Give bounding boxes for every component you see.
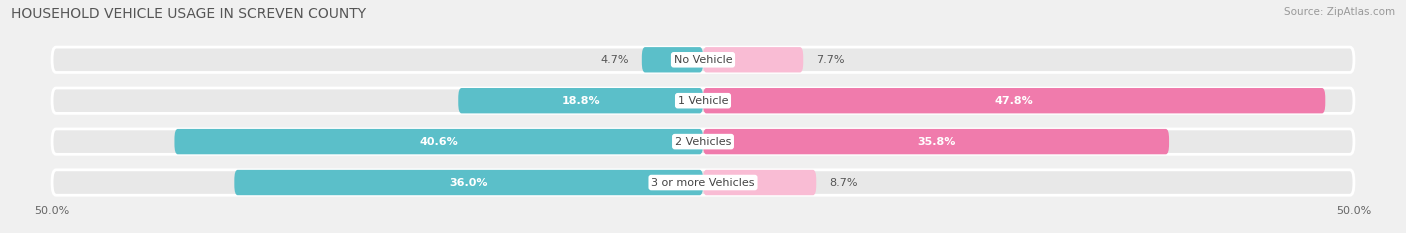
Text: No Vehicle: No Vehicle [673,55,733,65]
Text: 8.7%: 8.7% [830,178,858,188]
Text: 2 Vehicles: 2 Vehicles [675,137,731,147]
FancyBboxPatch shape [174,129,703,154]
FancyBboxPatch shape [235,170,703,195]
FancyBboxPatch shape [52,170,1354,195]
Text: HOUSEHOLD VEHICLE USAGE IN SCREVEN COUNTY: HOUSEHOLD VEHICLE USAGE IN SCREVEN COUNT… [11,7,367,21]
FancyBboxPatch shape [703,129,1168,154]
Text: 7.7%: 7.7% [817,55,845,65]
Text: 40.6%: 40.6% [419,137,458,147]
Text: 47.8%: 47.8% [995,96,1033,106]
Text: Source: ZipAtlas.com: Source: ZipAtlas.com [1284,7,1395,17]
FancyBboxPatch shape [641,47,703,72]
FancyBboxPatch shape [458,88,703,113]
Text: 36.0%: 36.0% [450,178,488,188]
Text: 18.8%: 18.8% [561,96,600,106]
FancyBboxPatch shape [703,88,1326,113]
FancyBboxPatch shape [52,47,1354,72]
FancyBboxPatch shape [52,88,1354,113]
Text: 4.7%: 4.7% [600,55,628,65]
FancyBboxPatch shape [703,47,803,72]
Text: 35.8%: 35.8% [917,137,955,147]
Text: 1 Vehicle: 1 Vehicle [678,96,728,106]
FancyBboxPatch shape [703,170,817,195]
Text: 3 or more Vehicles: 3 or more Vehicles [651,178,755,188]
FancyBboxPatch shape [52,129,1354,154]
